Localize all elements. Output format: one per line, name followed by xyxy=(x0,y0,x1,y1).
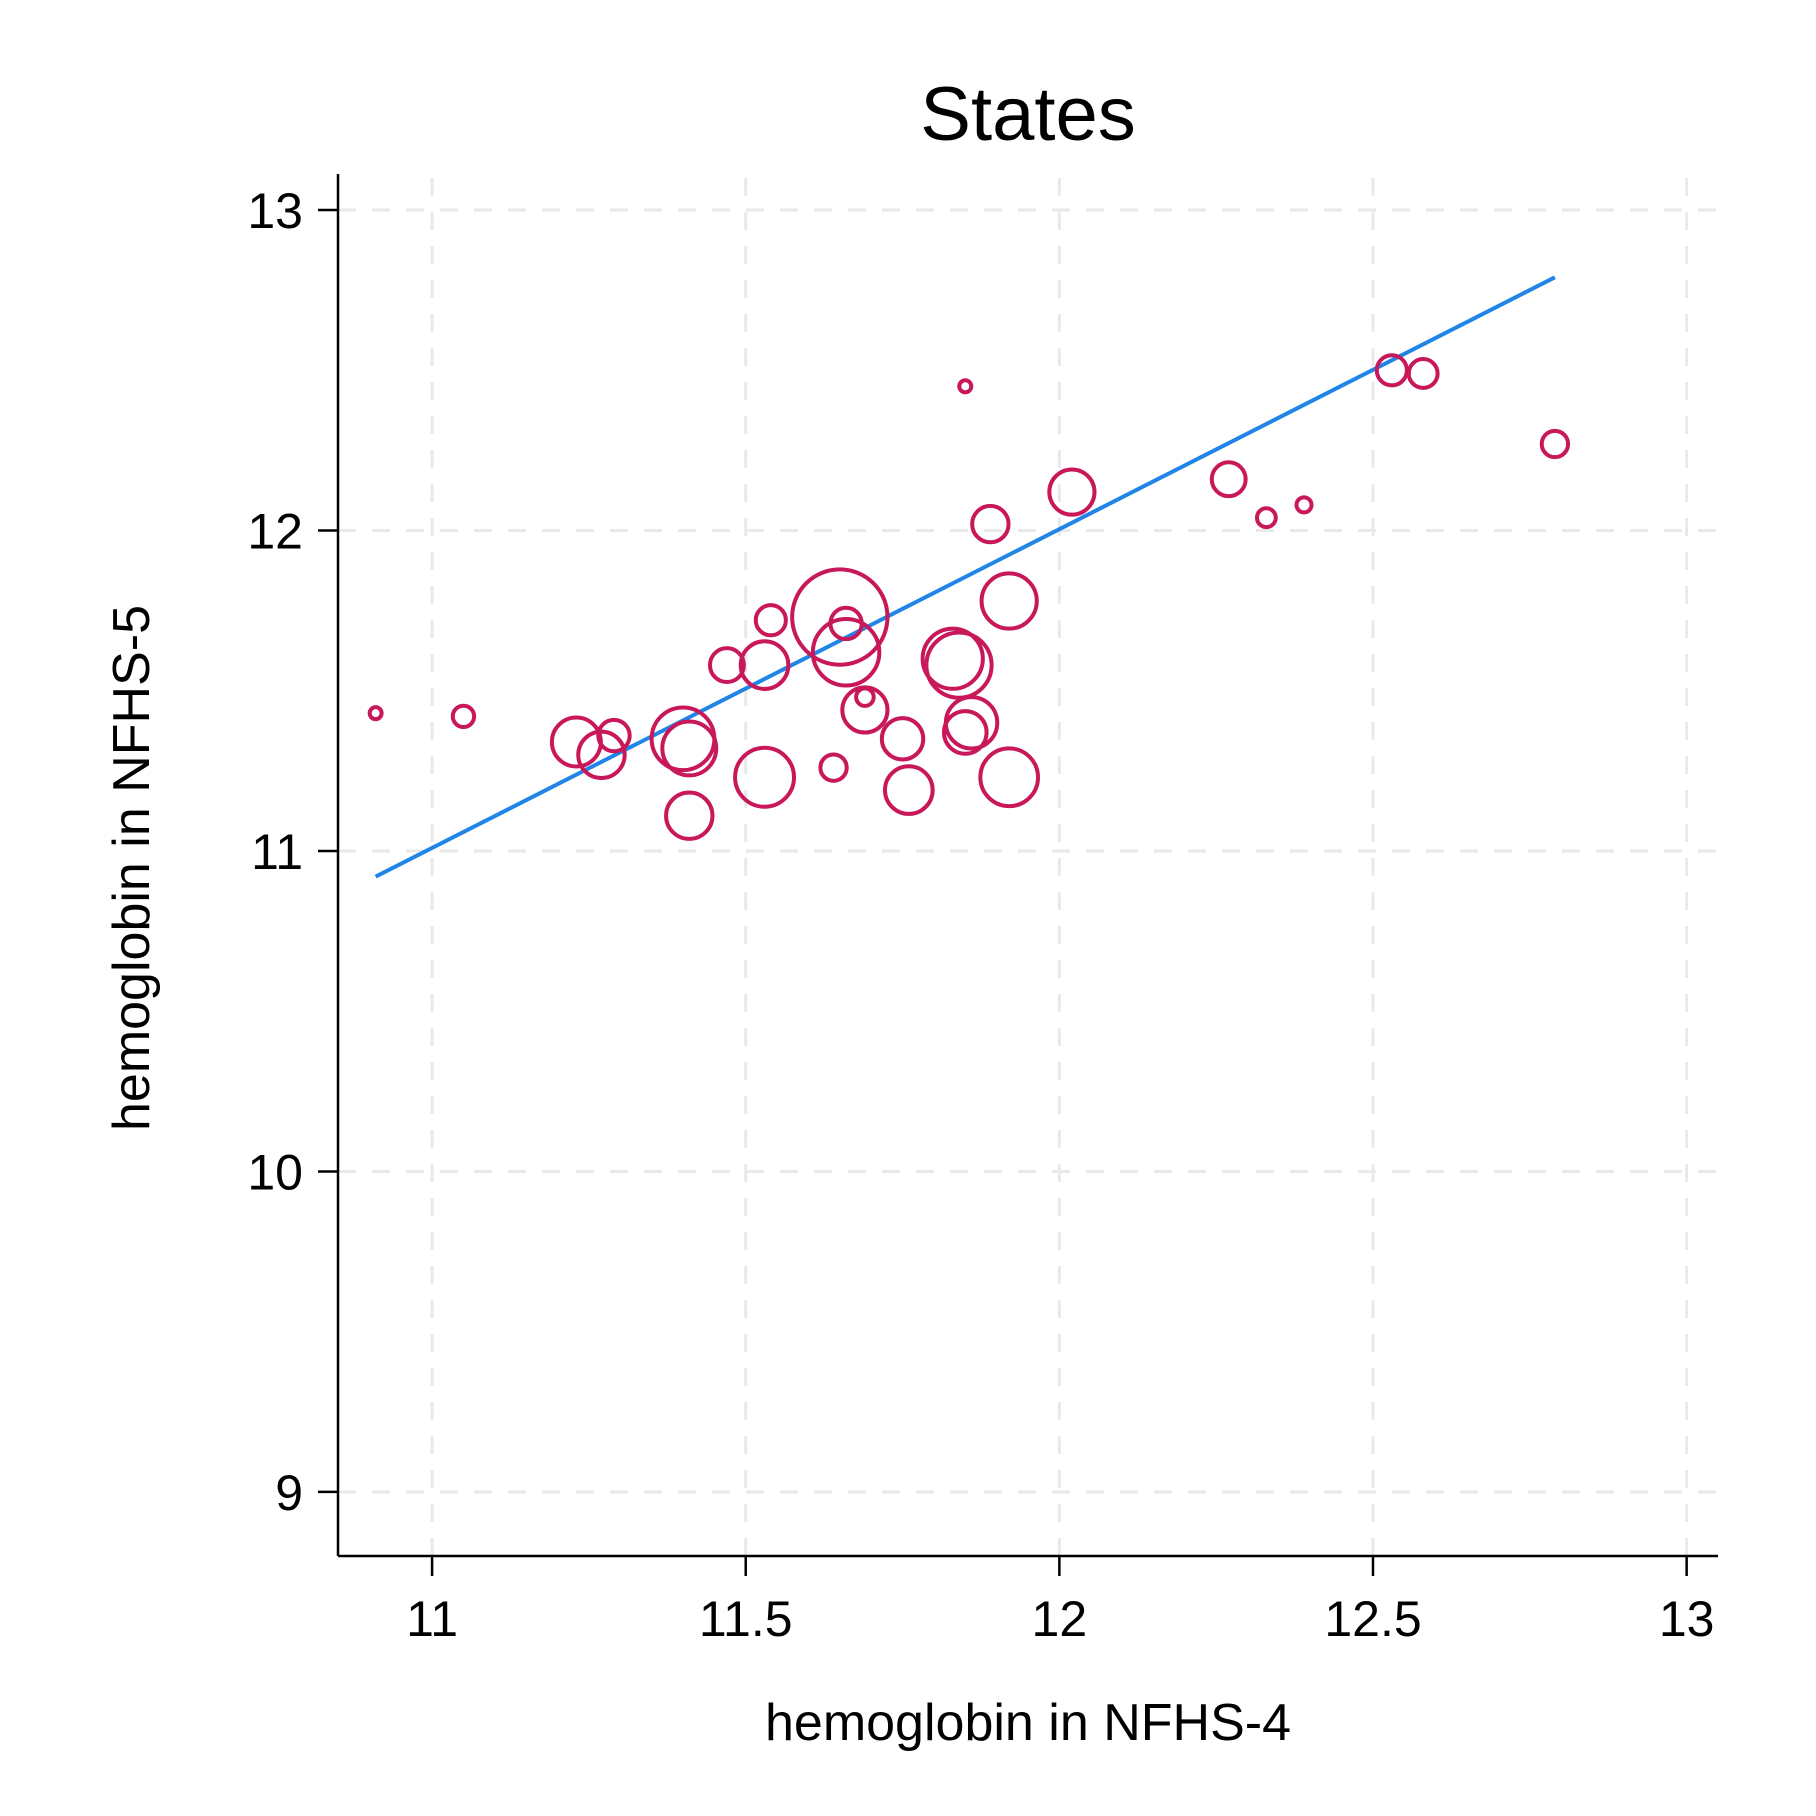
data-point xyxy=(1254,506,1278,530)
data-point xyxy=(790,567,890,667)
data-point xyxy=(810,617,882,688)
data-point xyxy=(576,729,627,781)
y-tick-label: 11 xyxy=(251,824,303,880)
data-point xyxy=(753,603,788,638)
y-tick-label: 9 xyxy=(275,1465,303,1521)
data-point xyxy=(1294,495,1314,515)
data-point xyxy=(924,630,994,700)
data-point xyxy=(978,746,1041,809)
data-point xyxy=(882,764,935,816)
grid-layer xyxy=(338,178,1718,1556)
x-tick-label: 12.5 xyxy=(1324,1591,1421,1647)
chart-title: States xyxy=(920,72,1135,157)
x-tick-label: 11.5 xyxy=(699,1591,793,1647)
data-point xyxy=(733,745,797,809)
data-point xyxy=(738,639,791,691)
data-point xyxy=(1047,467,1097,517)
data-point xyxy=(818,752,849,783)
data-point xyxy=(649,705,717,773)
axes-layer: 11 11.5 12 12.5 13 9 10 11 12 13 xyxy=(247,174,1718,1647)
data-point xyxy=(879,716,926,762)
y-axis-title: hemoglobin in NFHS-5 xyxy=(103,605,161,1131)
y-tick-label: 12 xyxy=(247,504,303,560)
data-point xyxy=(1406,357,1440,390)
data-point xyxy=(596,717,632,754)
data-point xyxy=(943,695,1000,751)
data-point xyxy=(707,646,746,685)
y-tick-label: 13 xyxy=(247,183,303,239)
x-tick-label: 13 xyxy=(1659,1591,1715,1647)
fit-line-layer xyxy=(374,275,1556,879)
data-point xyxy=(941,709,989,756)
data-point xyxy=(840,685,890,735)
fit-line xyxy=(374,275,1556,879)
x-axis-title: hemoglobin in NFHS-4 xyxy=(765,1694,1291,1752)
data-point xyxy=(979,571,1039,631)
labels-layer: States hemoglobin in NFHS-4 hemoglobin i… xyxy=(103,72,1291,1752)
data-point xyxy=(367,705,384,722)
x-tick-label: 11 xyxy=(406,1591,458,1647)
data-point xyxy=(920,626,985,691)
data-point xyxy=(549,715,603,769)
data-point xyxy=(1374,353,1409,388)
points-layer xyxy=(367,353,1571,841)
data-point xyxy=(450,703,477,730)
data-point xyxy=(970,503,1011,545)
x-tick-label: 12 xyxy=(1032,1591,1088,1647)
y-tick-label: 10 xyxy=(247,1144,303,1200)
data-point xyxy=(828,605,864,642)
data-point xyxy=(1539,428,1571,460)
data-point xyxy=(664,790,715,841)
data-point xyxy=(957,378,974,395)
data-point xyxy=(1209,460,1248,499)
data-point xyxy=(660,719,719,778)
data-point xyxy=(854,686,876,708)
